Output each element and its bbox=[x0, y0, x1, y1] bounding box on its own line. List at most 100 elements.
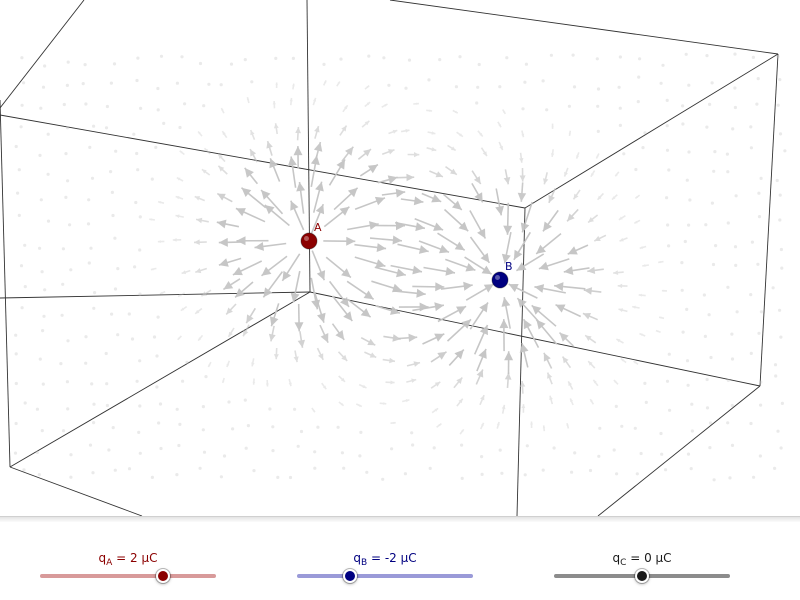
field-arrow bbox=[501, 231, 512, 264]
field-arrow bbox=[726, 221, 730, 225]
field-arrow bbox=[554, 282, 586, 292]
field-arrow bbox=[313, 291, 326, 323]
field-arrow bbox=[176, 176, 184, 182]
field-arrow bbox=[519, 342, 529, 368]
field-arrow bbox=[60, 313, 64, 317]
field-arrow bbox=[222, 278, 241, 291]
field-arrow bbox=[521, 404, 526, 413]
field-arrow bbox=[135, 379, 139, 383]
field-arrow bbox=[358, 383, 367, 389]
field-arrow bbox=[469, 302, 489, 330]
field-arrow bbox=[523, 80, 527, 84]
box-edge bbox=[309, 291, 761, 387]
field-arrow bbox=[519, 152, 524, 163]
field-arrow bbox=[273, 123, 279, 135]
charge-b[interactable]: B bbox=[491, 260, 513, 289]
slider-q-c[interactable]: qC = 0 μC bbox=[552, 548, 732, 592]
field-arrow bbox=[138, 215, 142, 219]
slider-q-b-knob[interactable] bbox=[342, 569, 357, 583]
field-arrow bbox=[726, 378, 730, 382]
field-arrow bbox=[325, 256, 352, 279]
field-arrow bbox=[637, 75, 641, 79]
field-arrow bbox=[355, 403, 363, 408]
field-arrow bbox=[37, 473, 41, 477]
field-arrow bbox=[639, 332, 646, 337]
slider-q-a-knob[interactable] bbox=[156, 569, 171, 583]
field-arrow bbox=[219, 83, 223, 87]
field-arrow bbox=[198, 466, 202, 470]
field-arrow bbox=[346, 280, 375, 300]
field-arrow bbox=[733, 245, 738, 249]
field-arrow bbox=[590, 170, 596, 178]
field-arrow bbox=[289, 97, 293, 106]
field-arrow bbox=[504, 372, 512, 388]
field-arrow bbox=[252, 378, 256, 385]
field-arrow bbox=[65, 83, 69, 87]
field-arrow bbox=[508, 283, 538, 299]
field-arrow bbox=[274, 56, 278, 61]
field-arrow bbox=[293, 146, 303, 169]
field-arrow bbox=[90, 176, 95, 180]
field-arrow bbox=[231, 427, 235, 431]
field-arrow bbox=[181, 379, 185, 383]
field-arrow bbox=[175, 214, 184, 219]
field-arrow bbox=[69, 475, 73, 479]
field-arrow bbox=[41, 382, 45, 386]
field-arrow bbox=[635, 472, 639, 476]
field-arrow bbox=[360, 336, 376, 346]
field-arrow bbox=[42, 314, 46, 318]
field-arrow bbox=[111, 213, 115, 218]
field-arrow bbox=[46, 219, 51, 223]
slider-q-b-label: qB = -2 μC bbox=[353, 551, 417, 568]
field-arrow bbox=[19, 264, 24, 268]
field-arrow bbox=[756, 77, 760, 81]
field-arrow bbox=[430, 351, 447, 363]
slider-q-b-track[interactable] bbox=[297, 574, 473, 578]
slider-q-a[interactable]: qA = 2 μC bbox=[38, 548, 218, 592]
field-arrow bbox=[426, 109, 433, 112]
3d-view[interactable]: AB bbox=[0, 0, 800, 516]
slider-q-b[interactable]: qB = -2 μC bbox=[295, 548, 475, 592]
charge-a[interactable]: A bbox=[300, 221, 322, 250]
field-arrow bbox=[178, 125, 182, 130]
field-arrow bbox=[297, 331, 305, 348]
slider-q-c-knob[interactable] bbox=[635, 569, 649, 583]
field-arrow bbox=[291, 56, 295, 61]
field-arrow bbox=[130, 337, 135, 341]
field-arrow bbox=[690, 402, 694, 406]
field-arrow bbox=[567, 381, 574, 390]
field-arrow bbox=[240, 187, 267, 209]
field-arrow bbox=[398, 333, 418, 342]
field-arrow bbox=[375, 305, 401, 315]
field-arrow bbox=[92, 421, 96, 425]
field-arrow bbox=[620, 357, 627, 364]
field-arrow bbox=[194, 307, 203, 315]
field-arrow bbox=[88, 145, 92, 149]
field-arrow bbox=[281, 253, 301, 282]
field-arrow bbox=[81, 82, 85, 86]
field-arrow bbox=[665, 148, 670, 152]
field-arrow bbox=[86, 222, 91, 226]
slider-q-a-track[interactable] bbox=[40, 574, 216, 578]
field-arrow bbox=[116, 333, 120, 337]
field-arrow bbox=[162, 121, 166, 125]
field-arrow bbox=[104, 351, 108, 356]
field-arrow bbox=[172, 238, 182, 242]
field-arrow bbox=[262, 271, 284, 298]
field-arrow bbox=[411, 443, 415, 447]
field-arrow bbox=[207, 361, 212, 368]
field-arrow bbox=[705, 377, 709, 382]
field-arrow bbox=[116, 267, 120, 271]
field-arrow bbox=[150, 267, 157, 271]
field-arrow bbox=[755, 102, 759, 106]
field-arrow bbox=[413, 102, 419, 105]
field-arrow bbox=[235, 207, 266, 223]
field-arrow bbox=[546, 372, 553, 385]
field-arrow bbox=[614, 404, 618, 408]
field-arrow bbox=[659, 81, 663, 85]
field-arrow bbox=[397, 173, 415, 182]
field-arrow bbox=[217, 165, 228, 175]
field-arrow bbox=[638, 293, 646, 297]
field-arrow bbox=[265, 379, 269, 387]
field-arrow bbox=[549, 395, 554, 405]
